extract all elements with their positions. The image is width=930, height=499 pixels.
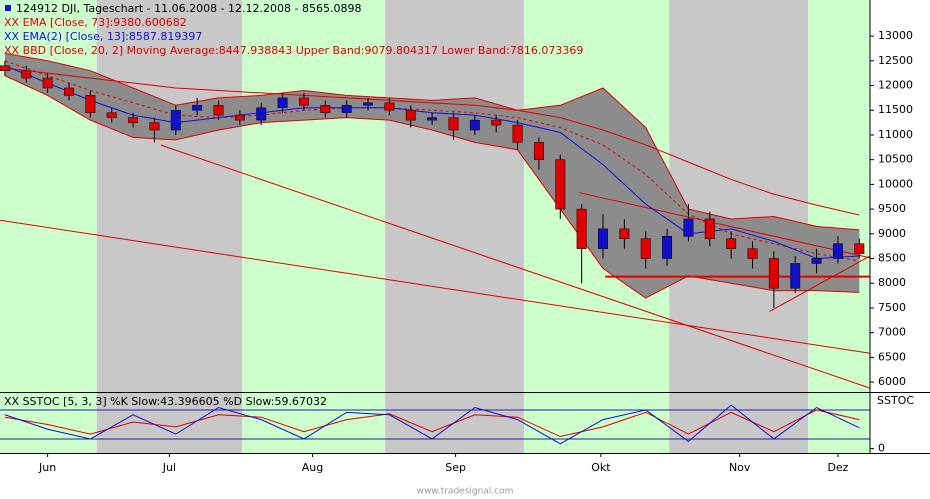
- candle-body: [747, 248, 758, 259]
- candle-body: [299, 97, 309, 106]
- stoch-k: [4, 404, 860, 445]
- x-tick-label: Sep: [445, 461, 466, 474]
- month-stripe: [242, 0, 386, 453]
- candle-body: [790, 263, 801, 289]
- y-tick-label: 0: [878, 442, 885, 455]
- candle-body: [662, 236, 673, 259]
- footer: www.tradesignal.com: [417, 487, 514, 497]
- legend-entry: XX BBD [Close, 20, 2] Moving Average:844…: [4, 44, 583, 57]
- y-tick-label: 13000: [878, 29, 913, 42]
- chart-title: 124912 DJI, Tageschart - 11.06.2008 - 12…: [16, 2, 362, 15]
- candle-body: [683, 218, 694, 237]
- trend-line: [769, 255, 870, 312]
- candle-body: [320, 105, 331, 113]
- x-tick-label: Jun: [38, 461, 56, 474]
- month-stripe: [385, 0, 524, 453]
- y-tick-label: 7500: [878, 301, 906, 314]
- y-tick-label: 12000: [878, 79, 913, 92]
- title-marker: [5, 5, 11, 11]
- x-tick-label: Jul: [162, 461, 176, 474]
- candle-body: [555, 159, 566, 210]
- stoch-d: [4, 409, 860, 438]
- candle-body: [21, 70, 32, 79]
- candle-body: [85, 95, 96, 113]
- candle-body: [234, 114, 245, 121]
- stoch-title: XX SSTOC [5, 3, 3] %K Slow:43.396605 %D …: [4, 395, 327, 408]
- candle-body: [277, 97, 288, 109]
- candle-body: [128, 117, 139, 123]
- candle-body: [106, 112, 117, 118]
- x-tick-label: Dez: [827, 461, 848, 474]
- x-tick-label: Nov: [729, 461, 751, 474]
- stoch-label: SSTOC: [877, 394, 914, 407]
- candle-body: [726, 238, 737, 249]
- y-tick-label: 6500: [878, 350, 906, 363]
- candle-body: [533, 142, 544, 160]
- candle-body: [854, 243, 865, 254]
- y-tick-label: 11500: [878, 103, 913, 116]
- x-tick-label: Okt: [591, 461, 611, 474]
- candle-body: [427, 117, 438, 121]
- candle-body: [363, 102, 373, 106]
- y-tick-label: 10000: [878, 177, 913, 190]
- y-tick-label: 11000: [878, 128, 913, 141]
- candle-body: [170, 109, 181, 131]
- candle-body: [448, 117, 459, 131]
- candle-body: [640, 238, 651, 259]
- candle-body: [0, 65, 10, 71]
- candle-body: [512, 124, 523, 143]
- candle-body: [576, 208, 587, 249]
- y-tick-label: 9500: [878, 202, 906, 215]
- y-tick-label: 6000: [878, 375, 906, 388]
- candle-body: [149, 122, 160, 131]
- lower-band: [4, 75, 860, 299]
- trend-line: [579, 192, 870, 259]
- candle-body: [384, 102, 395, 111]
- candle-body: [405, 109, 416, 121]
- candle-body: [192, 105, 203, 111]
- y-tick-label: 10500: [878, 153, 913, 166]
- candle-body: [256, 107, 267, 121]
- y-tick-label: 8000: [878, 276, 906, 289]
- candle-body: [598, 228, 608, 249]
- candle-body: [42, 77, 53, 89]
- x-tick-label: Aug: [302, 461, 323, 474]
- candle-body: [491, 119, 502, 126]
- y-tick-label: 12500: [878, 54, 913, 67]
- candle-body: [213, 105, 224, 116]
- y-tick-label: 8500: [878, 252, 906, 265]
- candle-body: [64, 87, 74, 96]
- candle-body: [704, 218, 715, 240]
- candle-body: [833, 243, 843, 259]
- legend-entry: XX EMA [Close, 73]:9380.600682: [4, 16, 187, 29]
- candle-body: [469, 119, 480, 131]
- trend-line: [160, 144, 870, 389]
- legend-entry: XX EMA(2) [Close, 13]:8587.819397: [4, 30, 202, 43]
- candle-body: [768, 258, 779, 289]
- upper-band: [4, 52, 860, 231]
- month-stripe: [96, 0, 243, 453]
- ema-line: [4, 67, 860, 216]
- candle-body: [811, 258, 822, 264]
- trend-line: [0, 219, 870, 354]
- y-tick-label: 7000: [878, 326, 906, 339]
- candle-body: [341, 105, 352, 113]
- ema-line: [4, 65, 860, 260]
- y-tick-label: 9000: [878, 227, 906, 240]
- candle-body: [619, 228, 630, 240]
